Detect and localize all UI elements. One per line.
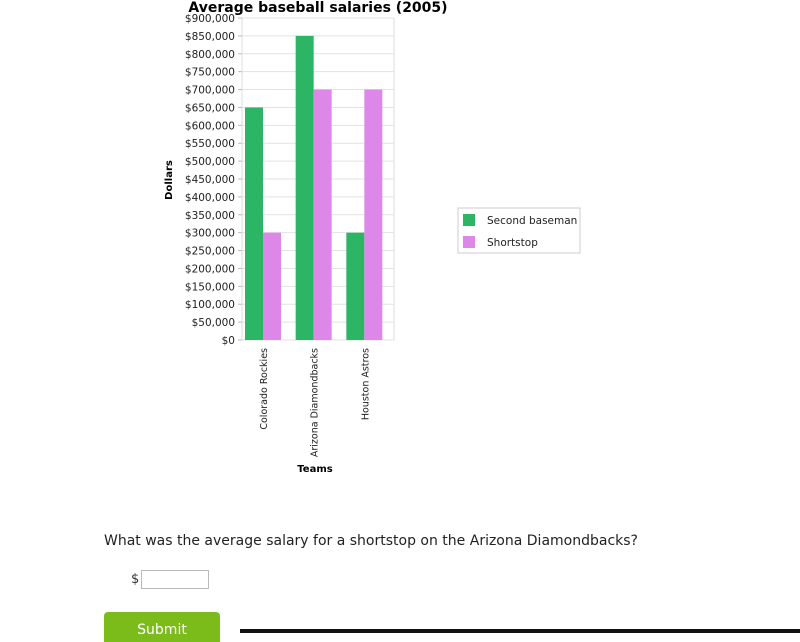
y-tick-label: $850,000 xyxy=(185,31,235,43)
legend-swatch xyxy=(463,236,475,248)
y-tick-label: $650,000 xyxy=(185,102,235,114)
bar-shortstop xyxy=(364,89,383,340)
y-tick-label: $900,000 xyxy=(185,13,235,25)
answer-input[interactable] xyxy=(141,570,209,589)
legend-swatch xyxy=(463,214,475,226)
bar-chart: Average baseball salaries (2005) $0 $50,0… xyxy=(164,0,581,475)
bar-second-baseman xyxy=(295,35,314,341)
question-text: What was the average salary for a shorts… xyxy=(104,533,638,549)
bar-second-baseman xyxy=(346,232,365,340)
y-tick-label: $100,000 xyxy=(185,299,235,311)
y-tick-label: $400,000 xyxy=(185,192,235,204)
legend-label: Shortstop xyxy=(487,237,538,249)
y-axis-label: Dollars xyxy=(164,160,175,200)
y-tick-label: $0 xyxy=(222,335,235,347)
chart-title: Average baseball salaries (2005) xyxy=(188,0,447,16)
y-tick-label: $450,000 xyxy=(185,174,235,186)
x-tick-label: Colorado Rockies xyxy=(259,348,270,430)
legend-label: Second baseman xyxy=(487,215,577,227)
x-tick-label: Houston Astros xyxy=(360,348,371,420)
y-tick-label: $800,000 xyxy=(185,49,235,61)
submit-button[interactable]: Submit xyxy=(104,612,220,642)
y-tick-label: $750,000 xyxy=(185,67,235,79)
legend: Second baseman Shortstop xyxy=(457,207,581,254)
y-tick-label: $600,000 xyxy=(185,120,235,132)
y-tick-label: $150,000 xyxy=(185,281,235,293)
x-tick-label: Arizona Diamondbacks xyxy=(310,348,321,457)
currency-symbol: $ xyxy=(131,572,140,587)
bar-shortstop xyxy=(263,232,281,340)
x-axis-label: Teams xyxy=(297,464,332,475)
y-tick-label: $50,000 xyxy=(192,317,235,329)
y-tick-label: $550,000 xyxy=(185,138,235,150)
bar-second-baseman xyxy=(245,107,263,340)
y-tick-label: $700,000 xyxy=(185,85,235,97)
y-tick-label: $200,000 xyxy=(185,263,235,275)
y-tick-label: $250,000 xyxy=(185,246,235,258)
y-tick-label: $350,000 xyxy=(185,210,235,222)
y-tick-label: $300,000 xyxy=(185,228,235,240)
taskbar-edge xyxy=(240,629,800,633)
y-tick-label: $500,000 xyxy=(185,156,235,168)
bar-shortstop xyxy=(313,89,332,340)
